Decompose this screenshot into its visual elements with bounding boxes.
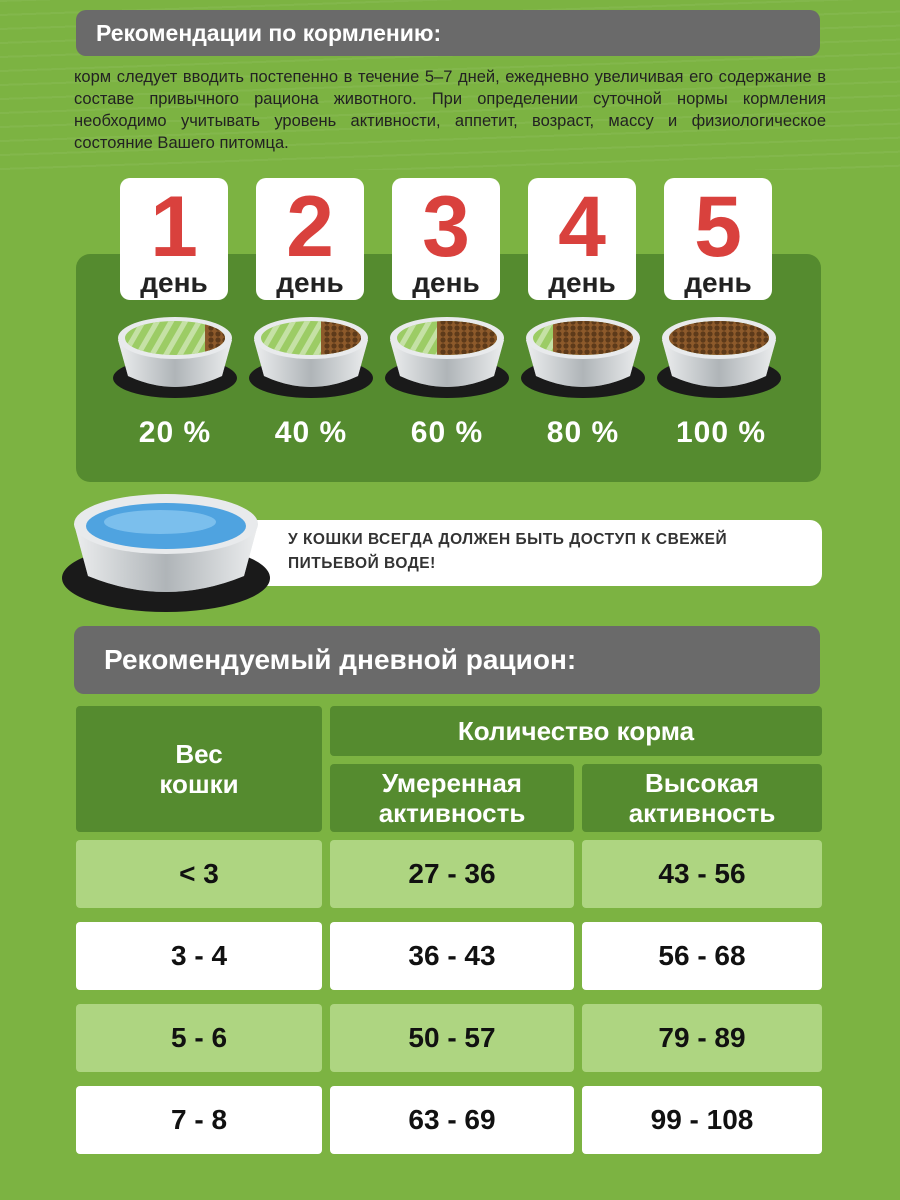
- day-number: 3: [422, 179, 470, 275]
- water-bowl-icon: [62, 494, 270, 612]
- table-cell-moderate: 50 - 57: [330, 1004, 574, 1072]
- high-activity-label: Высокая активность: [628, 768, 776, 828]
- day-label: день: [548, 267, 616, 298]
- table-cell-high: 56 - 68: [582, 922, 822, 990]
- day-card-4: 4 день: [528, 178, 636, 300]
- weight-column-header: Вес кошки: [76, 706, 322, 832]
- day-number: 5: [694, 179, 742, 275]
- day-card-2: 2 день: [256, 178, 364, 300]
- day-card-3: 3 день: [392, 178, 500, 300]
- water-note-text: У КОШКИ ВСЕГДА ДОЛЖЕН БЫТЬ ДОСТУП К СВЕЖ…: [288, 531, 728, 572]
- intro-text: корм следует вводить постепенно в течени…: [74, 68, 826, 152]
- day-number: 4: [558, 179, 606, 275]
- table-cell-weight: 3 - 4: [76, 922, 322, 990]
- day-percent: 40 %: [274, 416, 348, 449]
- moderate-activity-label: Умеренная активность: [378, 768, 526, 828]
- day-card-5: 5 день: [664, 178, 772, 300]
- day-number: 2: [286, 179, 334, 275]
- day-label: день: [276, 267, 344, 298]
- weight-column-label: Вес кошки: [159, 739, 239, 799]
- water-note-box: [206, 520, 822, 586]
- table-cell-high: 79 - 89: [582, 1004, 822, 1072]
- food-bowl-icon: [521, 317, 645, 398]
- food-bowl-icon: [385, 317, 509, 398]
- food-bowl-icon: [249, 317, 373, 398]
- table-cell-moderate: 63 - 69: [330, 1086, 574, 1154]
- feeding-recommendations-banner: Рекомендации по кормлению:: [76, 10, 820, 56]
- high-activity-header: Высокая активность: [582, 764, 822, 832]
- table-cell-moderate: 27 - 36: [330, 840, 574, 908]
- food-bowl-icon: [113, 317, 237, 398]
- day-card-1: 1 день: [120, 178, 228, 300]
- table-cell-moderate: 36 - 43: [330, 922, 574, 990]
- day-percent: 20 %: [138, 416, 212, 449]
- food-bowl-icon: [657, 317, 781, 398]
- day-percent: 100 %: [675, 416, 767, 449]
- day-number: 1: [150, 179, 198, 275]
- day-percent: 80 %: [546, 416, 620, 449]
- day-label: день: [412, 267, 480, 298]
- table-cell-high: 99 - 108: [582, 1086, 822, 1154]
- table-cell-weight: < 3: [76, 840, 322, 908]
- moderate-activity-header: Умеренная активность: [330, 764, 574, 832]
- table-cell-weight: 5 - 6: [76, 1004, 322, 1072]
- table-cell-high: 43 - 56: [582, 840, 822, 908]
- amount-column-header: Количество корма: [330, 706, 822, 756]
- table-cell-weight: 7 - 8: [76, 1086, 322, 1154]
- day-label: день: [684, 267, 752, 298]
- daily-ration-banner: Рекомендуемый дневной рацион:: [74, 626, 820, 694]
- day-label: день: [140, 267, 208, 298]
- day-percent: 60 %: [410, 416, 484, 449]
